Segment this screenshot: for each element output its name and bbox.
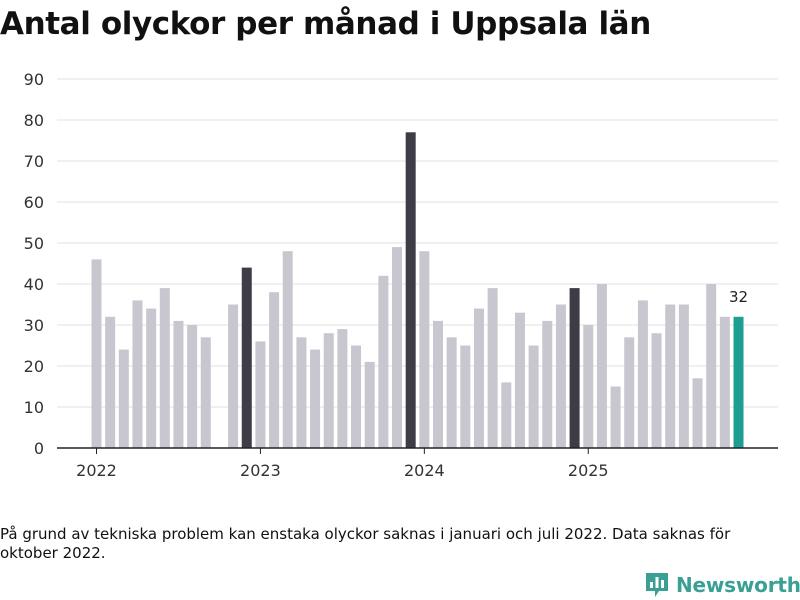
y-tick-label: 50: [24, 234, 44, 253]
bar: [514, 312, 525, 448]
y-tick-label: 70: [24, 152, 44, 171]
y-tick-label: 0: [34, 439, 44, 458]
bar: [159, 288, 170, 448]
y-tick-label: 40: [24, 275, 44, 294]
bar: [542, 320, 553, 448]
bar: [296, 337, 307, 448]
bar: [132, 300, 143, 448]
bar: [651, 333, 662, 448]
y-tick-label: 30: [24, 316, 44, 335]
bar: [323, 333, 334, 448]
bar: [337, 329, 348, 448]
bar: [433, 320, 443, 448]
bar: [241, 267, 252, 448]
bar: [200, 337, 211, 448]
bar: [228, 304, 239, 448]
bar: [637, 300, 648, 448]
bar: [596, 284, 607, 448]
bar: [405, 132, 416, 449]
bar: [446, 337, 457, 448]
bar: [569, 288, 580, 448]
y-tick-label: 80: [24, 111, 44, 130]
bar: [719, 316, 730, 448]
bar: [678, 304, 689, 448]
bar: [665, 304, 676, 448]
bar: [583, 325, 594, 448]
bar: [460, 345, 471, 448]
y-tick-label: 60: [24, 193, 44, 212]
x-tick-label: 2022: [76, 461, 117, 480]
bar: [706, 284, 717, 448]
bar: [146, 308, 157, 448]
bar: [187, 325, 198, 448]
y-tick-label: 20: [24, 357, 44, 376]
bar: [528, 345, 539, 448]
x-tick-label: 2024: [404, 461, 445, 480]
newsworthy-bar-chart-icon: [646, 573, 668, 597]
y-axis-tick-labels: 0 10 20 30 40 50 60 70 80 90: [24, 70, 44, 458]
x-axis-tick-labels: 2022 2023 2024 2025: [76, 448, 609, 480]
bar: [310, 349, 321, 448]
x-tick-label: 2025: [568, 461, 609, 480]
bar-chart: 0 10 20 30 40 50 60 70 80 90 2022 2023 2024 2025 32: [24, 70, 778, 480]
brand-name: Newsworthy: [676, 573, 800, 597]
bars: [91, 132, 744, 449]
bar: [487, 288, 498, 448]
data-labels: 32: [729, 288, 748, 306]
y-tick-label: 10: [24, 398, 44, 417]
bar: [378, 275, 389, 448]
brand-logo[interactable]: Newsworthy: [644, 571, 800, 599]
bar: [610, 386, 621, 448]
chart-title: Antal olyckor per månad i Uppsala län: [0, 6, 651, 42]
bar: [269, 292, 280, 448]
bar: [624, 337, 635, 448]
x-tick-label: 2023: [240, 461, 281, 480]
bar: [255, 341, 266, 448]
bar: [118, 349, 129, 448]
last-value-label: 32: [729, 288, 748, 306]
bar: [733, 316, 744, 448]
bar: [351, 345, 362, 448]
bar: [419, 251, 430, 448]
bar: [105, 316, 116, 448]
bar: [364, 361, 375, 448]
bar: [173, 320, 184, 448]
bar: [692, 378, 703, 448]
bar: [282, 251, 293, 448]
bar: [392, 247, 403, 448]
y-tick-label: 90: [24, 70, 44, 89]
bar: [91, 259, 102, 448]
bar: [473, 308, 484, 448]
bar: [501, 382, 512, 448]
footnote: På grund av tekniska problem kan enstaka…: [0, 525, 731, 562]
bar: [555, 304, 566, 448]
